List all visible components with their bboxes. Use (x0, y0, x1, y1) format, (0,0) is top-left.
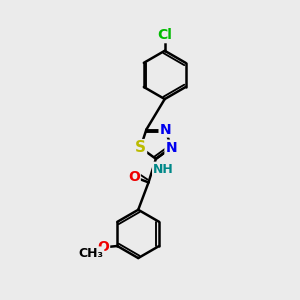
Text: CH₃: CH₃ (78, 248, 103, 260)
Text: O: O (97, 241, 109, 254)
Text: Cl: Cl (157, 28, 172, 42)
Text: O: O (128, 170, 140, 184)
Text: N: N (160, 122, 171, 136)
Text: NH: NH (153, 163, 174, 176)
Text: S: S (135, 140, 146, 155)
Text: N: N (166, 141, 177, 154)
